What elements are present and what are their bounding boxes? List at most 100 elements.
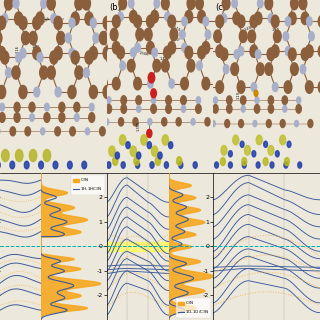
Circle shape [100,31,108,44]
Circle shape [265,0,273,10]
Text: (c): (c) [215,4,227,12]
Circle shape [222,61,228,70]
Circle shape [182,17,187,26]
Circle shape [268,14,274,23]
Circle shape [126,142,130,148]
Circle shape [240,141,244,148]
Circle shape [250,15,258,28]
Circle shape [248,30,256,43]
Circle shape [291,0,298,10]
Circle shape [284,157,289,165]
Text: 100°: 100° [173,38,181,43]
Circle shape [170,28,178,41]
Circle shape [34,87,40,97]
Circle shape [285,17,291,26]
Circle shape [69,48,75,58]
Circle shape [90,18,96,28]
Circle shape [288,12,296,25]
Circle shape [112,15,120,28]
Circle shape [89,103,94,111]
Circle shape [288,48,296,60]
Circle shape [215,162,219,168]
Circle shape [244,146,251,155]
Circle shape [152,48,157,57]
Circle shape [121,104,126,113]
Circle shape [107,97,111,104]
Circle shape [221,14,227,23]
Circle shape [254,105,260,113]
Circle shape [267,48,275,60]
Circle shape [166,104,171,113]
Circle shape [233,12,241,25]
Circle shape [255,50,261,59]
Circle shape [121,96,126,105]
Circle shape [270,162,274,168]
Circle shape [103,16,111,29]
Circle shape [196,0,203,10]
Circle shape [272,83,278,92]
Circle shape [106,104,112,113]
Circle shape [0,31,2,44]
Circle shape [234,50,240,59]
Circle shape [47,0,55,10]
Circle shape [89,46,97,60]
Legend: C$_3$N, 1H-1HC$_3$N: C$_3$N, 1H-1HC$_3$N [71,175,105,195]
Circle shape [318,45,320,57]
Circle shape [39,161,44,169]
Circle shape [215,15,222,28]
Circle shape [162,60,169,72]
Circle shape [254,12,262,25]
Circle shape [306,81,313,93]
Circle shape [318,15,320,28]
Circle shape [136,96,141,105]
Circle shape [119,0,126,10]
Circle shape [198,46,205,59]
Circle shape [213,105,218,113]
Text: 1.515: 1.515 [171,25,181,32]
Circle shape [108,14,113,23]
Circle shape [2,149,9,162]
Circle shape [253,120,257,127]
Circle shape [127,31,135,44]
Circle shape [2,14,8,23]
Circle shape [0,113,5,122]
Circle shape [29,31,37,44]
Circle shape [109,146,115,156]
Circle shape [177,157,182,165]
Circle shape [103,85,111,99]
Circle shape [237,81,245,93]
Circle shape [254,90,258,96]
Text: 1.566: 1.566 [139,51,149,56]
Circle shape [118,12,123,21]
Circle shape [274,30,281,43]
Circle shape [112,42,120,54]
Circle shape [153,60,161,72]
Text: 1.16: 1.16 [16,45,20,53]
Circle shape [13,0,19,8]
Circle shape [69,18,75,28]
Circle shape [250,45,258,57]
Circle shape [197,0,204,10]
Circle shape [154,0,160,8]
Circle shape [54,46,62,60]
Circle shape [271,45,279,57]
Circle shape [216,81,224,93]
Circle shape [221,146,227,155]
Circle shape [19,16,27,29]
Circle shape [107,162,111,168]
Circle shape [296,105,301,113]
Circle shape [238,47,244,56]
Circle shape [203,17,209,26]
Circle shape [256,162,260,168]
Circle shape [220,157,225,165]
Circle shape [82,161,87,169]
Circle shape [162,0,169,10]
Text: 1.10: 1.10 [272,28,280,32]
Circle shape [239,120,244,128]
Circle shape [118,118,124,126]
Circle shape [10,127,16,136]
Text: 110°: 110° [32,45,41,49]
Circle shape [75,114,79,121]
Circle shape [181,105,186,112]
Circle shape [33,16,41,29]
